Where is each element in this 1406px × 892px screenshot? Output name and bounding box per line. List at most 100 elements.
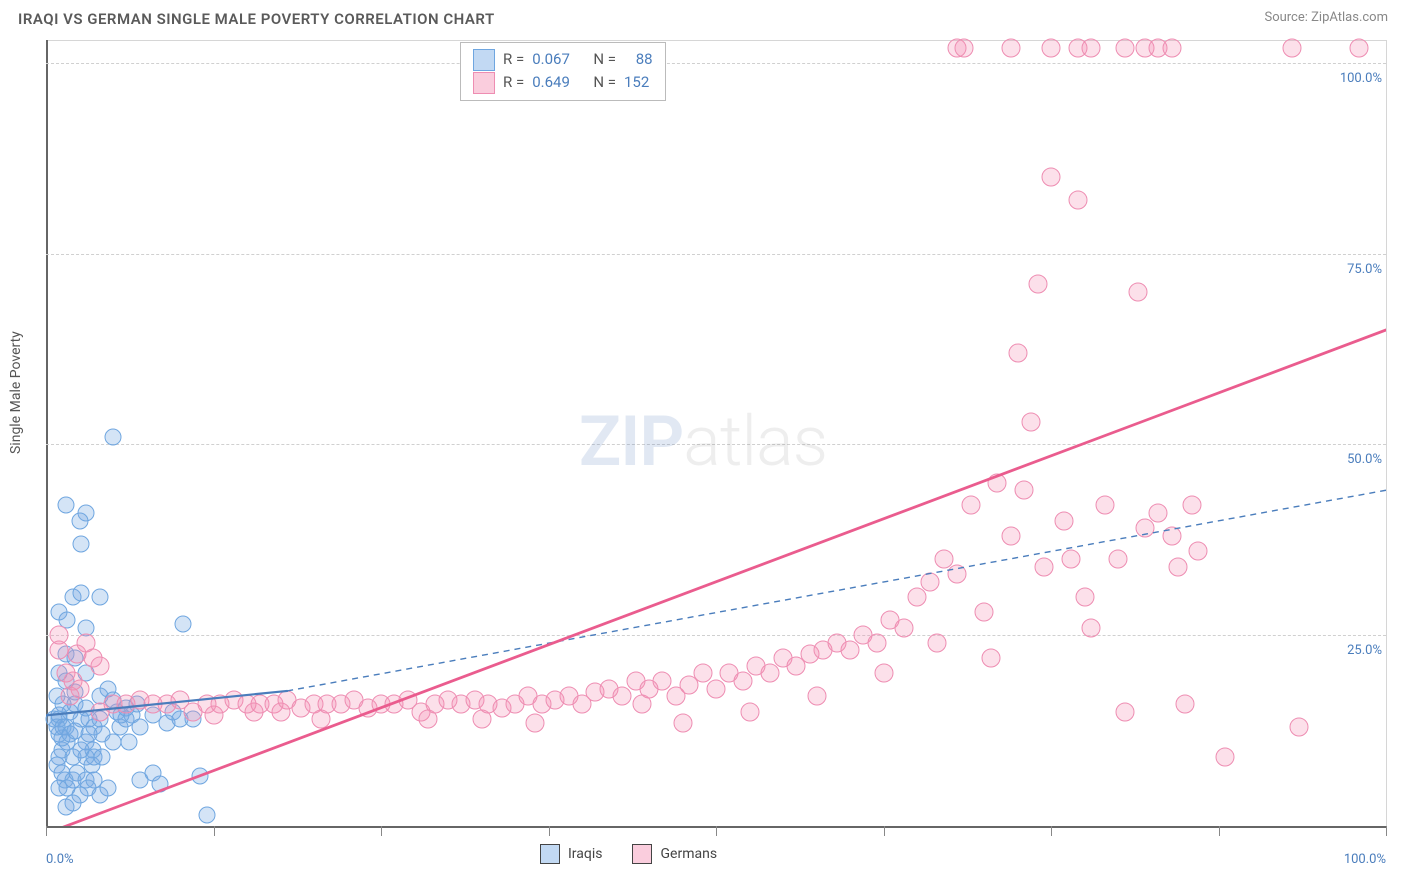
scatter-point (1283, 38, 1302, 57)
scatter-point (988, 473, 1007, 492)
scatter-point (1129, 282, 1148, 301)
chart-container: Single Male Poverty 25.0% 50.0% 75.0% 100.0… (0, 34, 1406, 884)
x-tick (549, 826, 550, 836)
scatter-point (1068, 191, 1087, 210)
scatter-point (874, 664, 893, 683)
y-tick-label: 100.0% (1340, 71, 1382, 86)
y-tick-label: 75.0% (1347, 262, 1382, 277)
series-legend: Iraqis Germans (540, 844, 717, 864)
scatter-point (192, 768, 209, 785)
scatter-point (526, 713, 545, 732)
scatter-point (80, 726, 97, 743)
scatter-point (867, 633, 886, 652)
scatter-point (613, 687, 632, 706)
scatter-point (921, 572, 940, 591)
scatter-point (58, 798, 75, 815)
correlation-legend: R = 0.067 N = 88 R = 0.649 N = 152 (460, 42, 666, 101)
legend-item-iraqis: Iraqis (540, 844, 602, 864)
scatter-point (1042, 168, 1061, 187)
y-axis-title: Single Male Poverty (8, 331, 24, 454)
scatter-point (961, 496, 980, 515)
scatter-point (841, 641, 860, 660)
scatter-point (72, 535, 89, 552)
scatter-point (198, 806, 215, 823)
scatter-point (975, 603, 994, 622)
scatter-point (934, 549, 953, 568)
scatter-point (174, 615, 191, 632)
scatter-point (1001, 38, 1020, 57)
x-tick (884, 826, 885, 836)
y-axis (46, 40, 48, 826)
scatter-point (94, 749, 111, 766)
scatter-point (1189, 542, 1208, 561)
scatter-point (105, 428, 122, 445)
scatter-point (1001, 527, 1020, 546)
scatter-point (50, 626, 69, 645)
scatter-point (1182, 496, 1201, 515)
scatter-point (61, 687, 80, 706)
scatter-point (908, 588, 927, 607)
scatter-point (1035, 557, 1054, 576)
scatter-point (1109, 549, 1128, 568)
scatter-point (733, 672, 752, 691)
scatter-point (99, 779, 116, 796)
x-tick (214, 826, 215, 836)
scatter-point (1162, 527, 1181, 546)
scatter-point (948, 565, 967, 584)
scatter-point (1075, 588, 1094, 607)
x-max-label: 100.0% (1344, 852, 1386, 867)
source-label: Source: ZipAtlas.com (1264, 10, 1388, 28)
scatter-point (1042, 38, 1061, 57)
scatter-point (1028, 275, 1047, 294)
x-tick (1051, 826, 1052, 836)
scatter-point (807, 687, 826, 706)
scatter-point (1062, 549, 1081, 568)
scatter-point (90, 656, 109, 675)
gridline (46, 444, 1386, 445)
scatter-point (1095, 496, 1114, 515)
scatter-point (693, 664, 712, 683)
scatter-point (121, 734, 138, 751)
swatch-icon (632, 844, 652, 864)
swatch-icon (473, 49, 495, 71)
scatter-point (653, 672, 672, 691)
x-tick (381, 826, 382, 836)
scatter-point (1350, 38, 1369, 57)
scatter-point (1216, 748, 1235, 767)
scatter-point (1055, 511, 1074, 530)
scatter-point (954, 38, 973, 57)
scatter-point (1082, 38, 1101, 57)
y-tick-label: 50.0% (1347, 452, 1382, 467)
chart-title: IRAQI VS GERMAN SINGLE MALE POVERTY CORR… (18, 10, 495, 28)
scatter-point (91, 589, 108, 606)
x-tick (1386, 826, 1387, 836)
scatter-point (760, 664, 779, 683)
scatter-point (894, 618, 913, 637)
gridline (46, 63, 1386, 64)
y-tick-label: 25.0% (1347, 643, 1382, 658)
x-tick (1219, 826, 1220, 836)
scatter-point (1162, 38, 1181, 57)
scatter-point (707, 679, 726, 698)
scatter-point (1021, 412, 1040, 431)
scatter-point (1149, 504, 1168, 523)
scatter-point (928, 633, 947, 652)
swatch-icon (540, 844, 560, 864)
x-tick (46, 826, 47, 836)
gridline (46, 254, 1386, 255)
scatter-point (71, 512, 88, 529)
scatter-point (1115, 702, 1134, 721)
scatter-point (72, 585, 89, 602)
legend-row-germans: R = 0.649 N = 152 (473, 71, 653, 94)
x-tick (716, 826, 717, 836)
scatter-point (58, 497, 75, 514)
scatter-point (740, 702, 759, 721)
legend-row-iraqis: R = 0.067 N = 88 (473, 48, 653, 71)
scatter-point (1289, 717, 1308, 736)
scatter-point (1176, 694, 1195, 713)
scatter-point (1115, 38, 1134, 57)
scatter-point (673, 713, 692, 732)
gridline (46, 635, 1386, 636)
scatter-point (981, 649, 1000, 668)
scatter-point (1008, 343, 1027, 362)
